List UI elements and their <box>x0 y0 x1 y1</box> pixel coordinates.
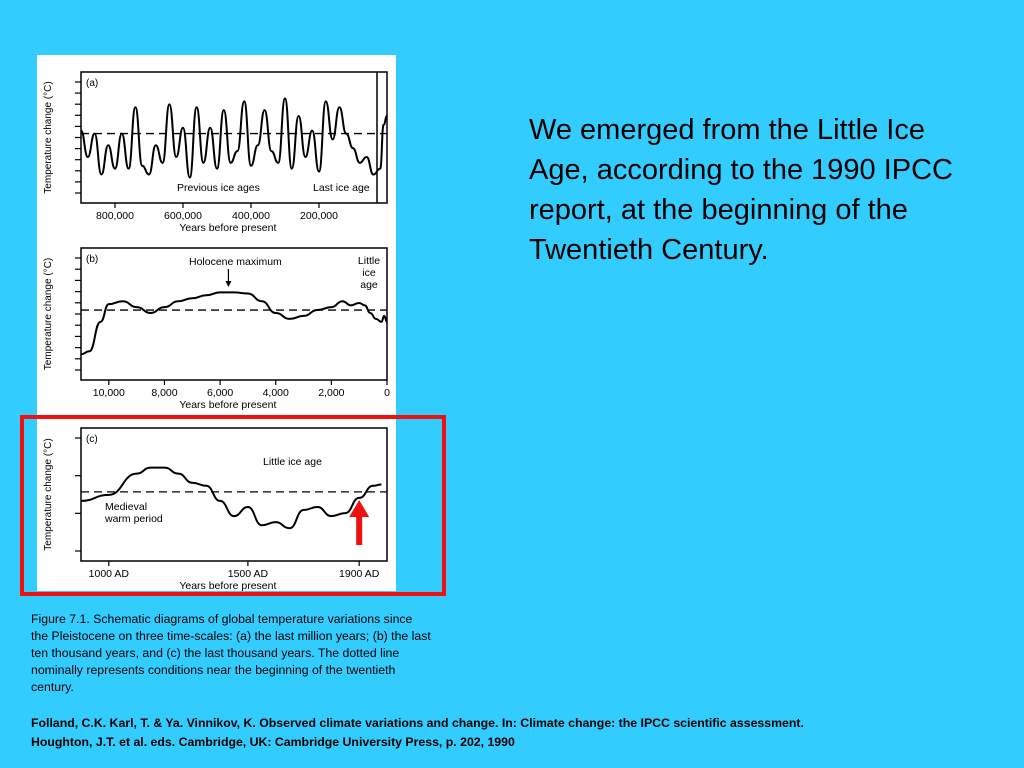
highlight-box-panel-c <box>20 415 446 596</box>
citation: Folland, C.K. Karl, T. & Ya. Vinnikov, K… <box>31 714 991 752</box>
annotation: Holocene maximum <box>189 256 282 268</box>
annotation: Little <box>358 255 380 267</box>
series-line <box>80 291 388 356</box>
x-axis-label: Years before present <box>179 399 276 411</box>
annotation: age <box>360 279 378 291</box>
panel-label: (a) <box>86 78 98 89</box>
x-tick-label: 1000 AD <box>89 568 130 580</box>
x-tick-label: 6,000 <box>207 387 233 399</box>
x-tick-label: 400,000 <box>232 210 270 222</box>
slide-statement: We emerged from the Little Ice Age, acco… <box>529 114 953 266</box>
annotation: ice <box>362 267 376 279</box>
holocene-arrow-head <box>225 281 232 287</box>
plot-frame <box>80 427 388 562</box>
x-tick-label: 0 <box>384 387 390 399</box>
climate-charts: 800,000 600,000 400,000 200,000 Years before… <box>43 71 390 591</box>
x-tick-label: 10,000 <box>93 387 125 399</box>
figure-panel: 800,000 600,000 400,000 200,000 Years before… <box>37 55 396 591</box>
x-tick-label: 200,000 <box>300 210 338 222</box>
x-tick-label: 4,000 <box>263 387 289 399</box>
citation-line: Houghton, J.T. et al. eds. Cambridge, UK… <box>31 735 515 749</box>
annotation: Little ice age <box>263 456 322 468</box>
y-axis-label: Temperature change (°C) <box>43 81 54 193</box>
series-line <box>80 466 382 530</box>
y-axis-label: Temperature change (°C) <box>43 258 54 370</box>
x-axis-label: Years before present <box>179 222 276 234</box>
panel-label: (c) <box>86 434 98 445</box>
series-line <box>80 97 388 179</box>
x-tick-label: 2,000 <box>318 387 344 399</box>
x-tick-label: 1500 AD <box>228 568 269 580</box>
annotation: Previous ice ages <box>177 182 260 194</box>
citation-line: Folland, C.K. Karl, T. & Ya. Vinnikov, K… <box>31 716 804 730</box>
x-tick-label: 8,000 <box>151 387 177 399</box>
figure-caption: Figure 7.1. Schematic diagrams of global… <box>31 612 431 694</box>
y-axis-label: Temperature change (°C) <box>43 438 54 550</box>
panel-label: (b) <box>86 254 98 265</box>
x-axis-label: Years before present <box>179 580 276 591</box>
x-tick-label: 800,000 <box>96 210 134 222</box>
red-arrow-shaft <box>356 515 363 545</box>
red-arrow-icon <box>349 500 370 517</box>
annotation: Medieval <box>105 501 147 513</box>
annotation: warm period <box>104 513 163 525</box>
annotation: Last ice age <box>313 182 370 194</box>
x-tick-label: 1900 AD <box>339 568 380 580</box>
x-tick-label: 600,000 <box>164 210 202 222</box>
